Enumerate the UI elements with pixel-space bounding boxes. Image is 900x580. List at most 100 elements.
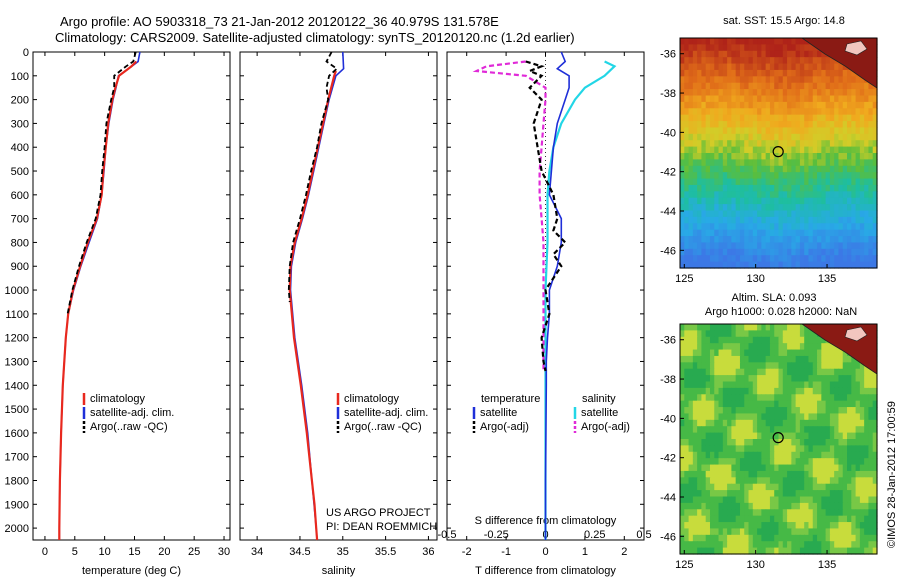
difference-panel-tick-label-0: -2 [462,546,472,558]
salinity-panel-tick-label-1: 34.5 [289,546,310,558]
salinity-legend-argo-label: Argo(..raw -QC) [344,421,422,433]
salinity-panel-tick-label-0: 34 [251,546,263,558]
sla-map-xtick-label-0: 125 [675,559,693,571]
temperature-panel-ytick-label-15: 1500 [5,404,29,416]
difference-legend-salinity-satellite-label: satellite [581,407,618,419]
sst-map-xtick-label-2: 135 [818,273,836,285]
temperature-panel-ytick-label-8: 800 [11,237,29,249]
difference-panel-top-tick-label-4: 0.5 [636,529,651,541]
difference-panel-tick-label-2: 0 [542,546,548,558]
temperature-panel-ytick-label-0: 0 [23,47,29,59]
sst-map-raster [680,38,878,269]
sla-map-ytick-label-2: -40 [660,413,676,425]
difference-legend-salinity-header: salinity [582,393,616,405]
sst-map-ytick-label-5: -46 [660,245,676,257]
temperature-legend-argo-label: Argo(..raw -QC) [90,421,168,433]
sla-map-xtick-label-2: 135 [818,559,836,571]
temperature-series-argo [66,51,137,315]
salinity-series-argo [287,51,339,303]
difference-panel-xlabel: T difference from climatology [475,565,616,577]
difference-panel-top-tick-label-0: -0.5 [438,529,457,541]
difference-panel-top-tick-label-3: 0.25 [584,529,605,541]
temperature-panel-tick-label-5: 25 [188,546,200,558]
sst-map-ytick-label-4: -44 [660,206,676,218]
temperature-panel-ytick-label-11: 1100 [5,309,29,321]
temperature-panel-tick-label-1: 5 [72,546,78,558]
figure-title-line1: Argo profile: AO 5903318_73 21-Jan-2012 … [60,14,499,29]
temperature-panel-ytick-label-2: 200 [11,95,29,107]
temperature-panel-ytick-label-7: 700 [11,214,29,226]
salinity-panel-frame [239,51,438,541]
difference-panel-top-tick-label-1: -0.25 [484,529,509,541]
difference-series-salinity-argo [472,60,547,371]
sst-map-frame [679,37,878,269]
salinity-series-climatology [288,70,337,541]
sla-map-raster [680,324,878,555]
sst-map-ytick-label-1: -38 [660,88,676,100]
temperature-panel-ytick-label-12: 1200 [5,333,29,345]
temperature-panel-ytick-label-9: 900 [11,261,29,273]
temperature-panel-tick-label-0: 0 [42,546,48,558]
temperature-panel-ytick-label-5: 500 [11,166,29,178]
difference-series-temperature-argo [525,60,567,372]
sla-map-float-marker [772,432,784,444]
difference-legend-salinity-argo-label: Argo(-adj) [581,421,630,433]
difference-panel-tick-label-3: 1 [582,546,588,558]
salinity-panel-tick-label-4: 36 [422,546,434,558]
sst-map-xtick-label-1: 130 [746,273,764,285]
sst-map-title: sat. SST: 15.5 Argo: 14.8 [723,15,845,27]
temperature-panel-ytick-label-3: 300 [11,118,29,130]
temperature-panel-tick-label-2: 10 [99,546,111,558]
sla-map-ytick-label-4: -44 [660,492,676,504]
temperature-panel-ytick-label-4: 400 [11,142,29,154]
salinity-legend-climatology-label: climatology [344,393,400,405]
temperature-panel-ytick-label-6: 600 [11,190,29,202]
sst-map-xtick-label-0: 125 [675,273,693,285]
sla-map-ytick-label-5: -46 [660,531,676,543]
salinity-legend-satellite-label: satellite-adj. clim. [344,407,428,419]
credit-line1: US ARGO PROJECT [326,507,431,519]
sla-map-title-line2: Argo h1000: 0.028 h2000: NaN [705,306,857,318]
sla-map-ytick-label-1: -38 [660,374,676,386]
difference-series-temperature-satellite [544,51,570,540]
sla-map-xtick-label-1: 130 [746,559,764,571]
difference-legend-temperature-header: temperature [481,393,540,405]
sla-map-title-line1: Altim. SLA: 0.093 [732,292,817,304]
sla-map-island [844,326,868,342]
sst-map-float-marker [772,146,784,158]
salinity-panel-xlabel: salinity [322,565,356,577]
sst-map-island [844,40,868,56]
timestamp-stamp: ©IMOS 28-Jan-2012 17:00:59 [886,401,898,548]
temperature-panel-ytick-label-16: 1600 [5,428,29,440]
sst-map-ytick-label-2: -40 [660,127,676,139]
sla-map-ytick-label-0: -36 [660,335,676,347]
salinity-panel-tick-label-3: 35.5 [375,546,396,558]
temperature-panel-ytick-label-18: 1800 [5,475,29,487]
temperature-panel-ytick-label-10: 1000 [5,285,29,297]
difference-legend-temperature-satellite-label: satellite [480,407,517,419]
sst-map-ytick-label-0: -36 [660,49,676,61]
temperature-panel-ytick-label-13: 1300 [5,356,29,368]
temperature-panel-tick-label-6: 30 [218,546,230,558]
temperature-panel-ytick-label-17: 1700 [5,452,29,464]
difference-legend-temperature-argo-label: Argo(-adj) [480,421,529,433]
temperature-series-climatology [58,60,138,540]
difference-panel-tick-label-4: 2 [621,546,627,558]
temperature-panel-ytick-label-14: 1400 [5,380,29,392]
temperature-panel-ytick-label-20: 2000 [5,523,29,535]
temperature-legend-satellite-label: satellite-adj. clim. [90,407,174,419]
difference-panel-tick-label-1: -1 [501,546,511,558]
temperature-panel-ytick-label-1: 100 [11,71,29,83]
temperature-legend-climatology-label: climatology [90,393,146,405]
sla-map-ytick-label-3: -42 [660,453,676,465]
sst-map-ytick-label-3: -42 [660,167,676,179]
temperature-panel-frame [32,51,231,541]
temperature-panel-xlabel: temperature (deg C) [82,565,181,577]
temperature-panel-tick-label-3: 15 [128,546,140,558]
credit-line2: PI: DEAN ROEMMICH [326,521,437,533]
temperature-panel-ytick-label-19: 1900 [5,499,29,511]
temperature-panel-tick-label-4: 20 [158,546,170,558]
sla-map-frame [679,323,878,555]
figure-title-line2: Climatology: CARS2009. Satellite-adjuste… [55,30,575,45]
